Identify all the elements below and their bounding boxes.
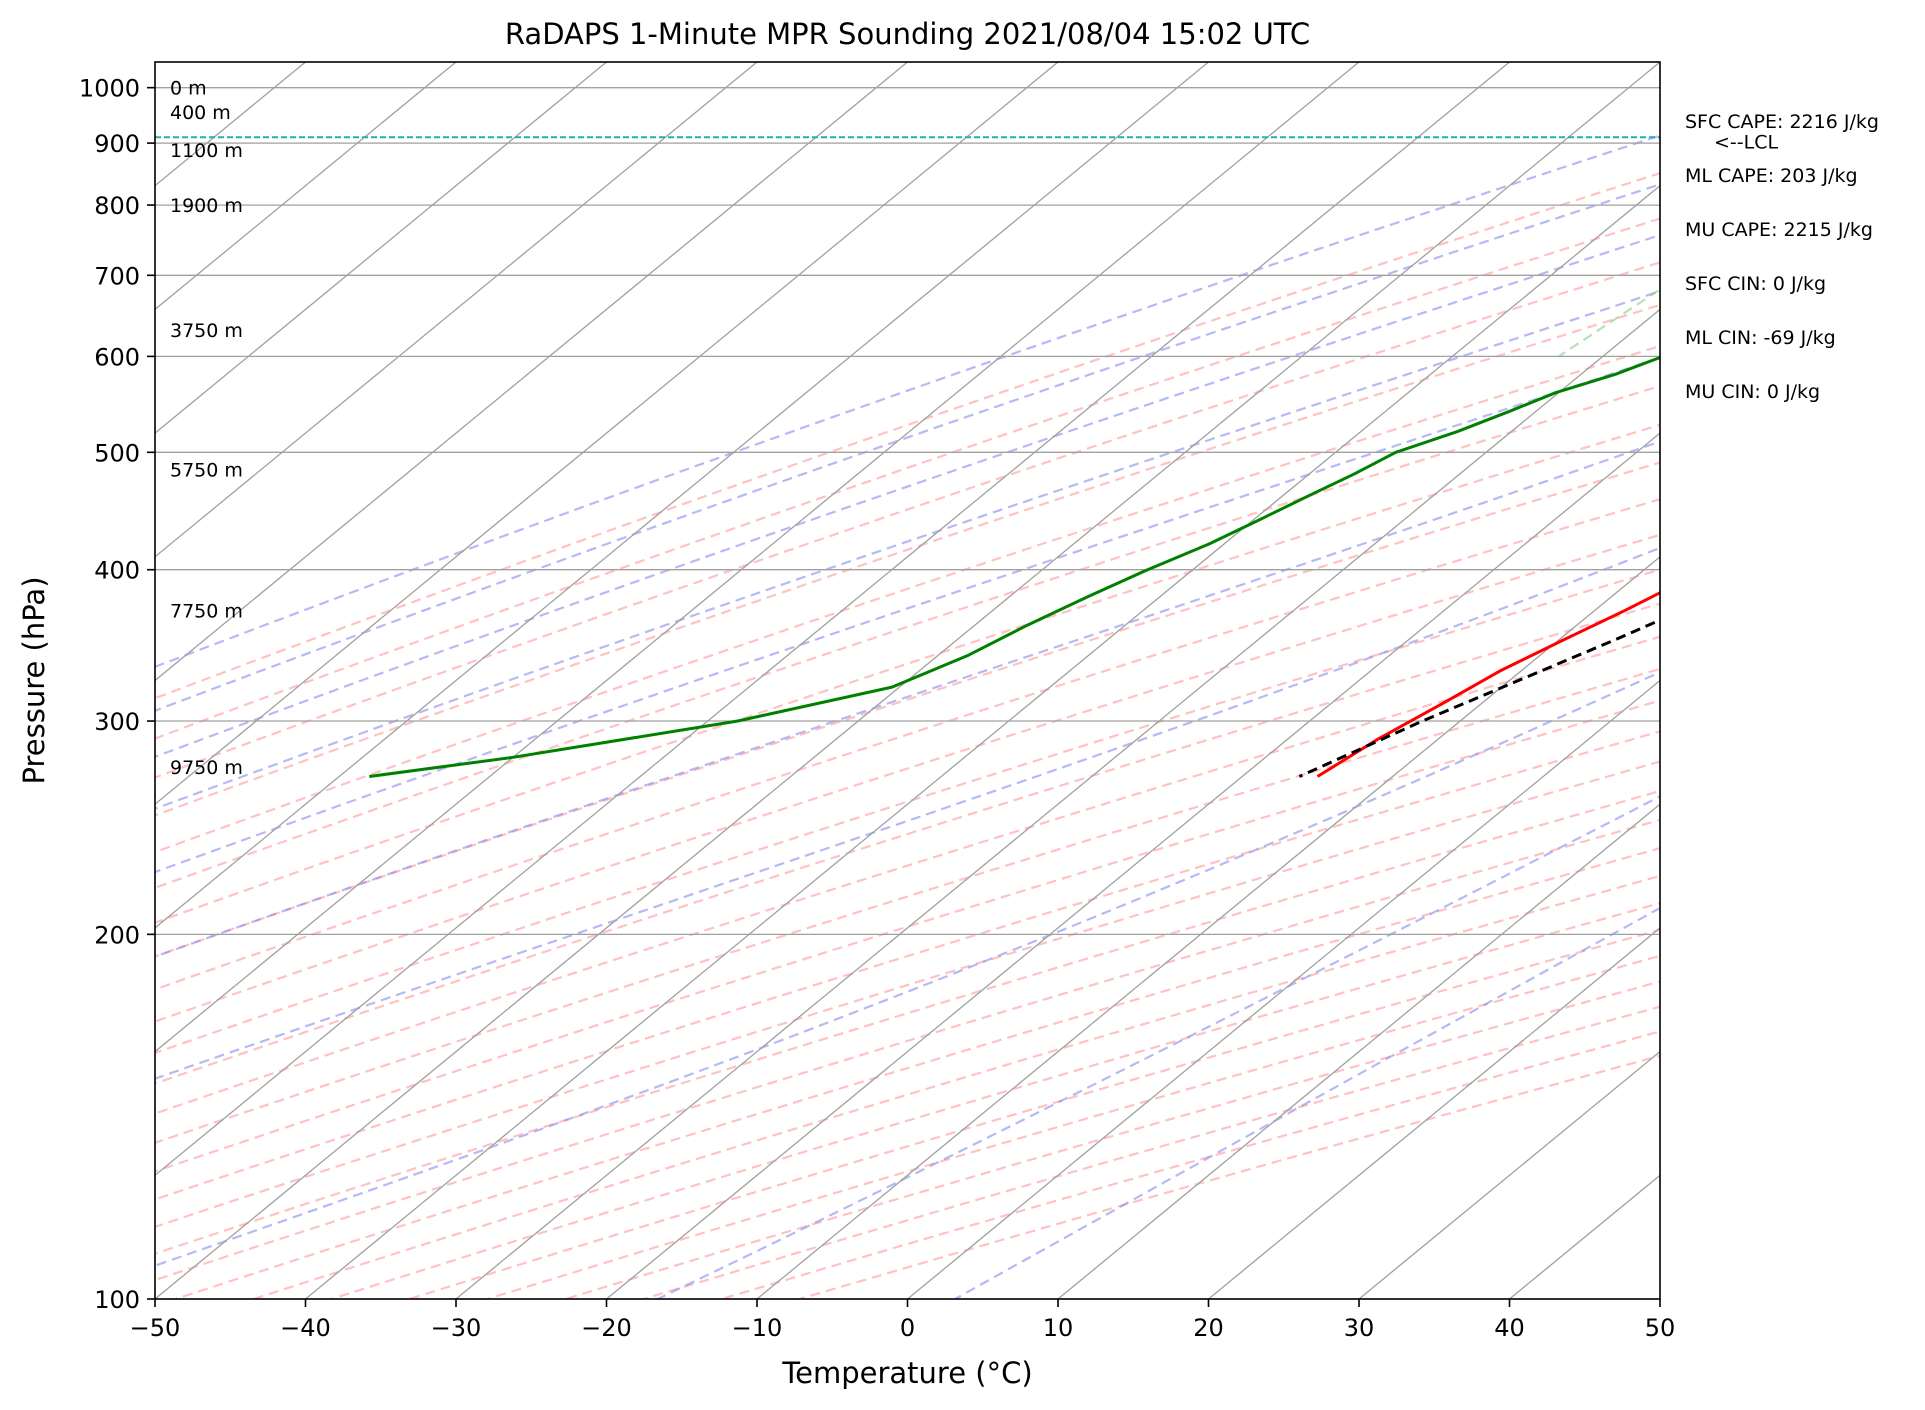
height-label: 1100 m	[170, 140, 243, 162]
y-tick-label: 100	[94, 1286, 140, 1314]
dry-adiabat	[0, 62, 1925, 1299]
y-axis-label: Pressure (hPa)	[17, 576, 51, 784]
stability-annotation: ML CIN: -69 J/kg	[1685, 327, 1836, 349]
dry-adiabat	[0, 62, 1925, 1299]
isotherm	[1359, 62, 1925, 1299]
dry-adiabat	[0, 62, 1925, 1299]
x-tick-label: 30	[1344, 1314, 1375, 1342]
moist-adiabat	[0, 62, 1925, 1299]
y-tick-label: 700	[94, 262, 140, 290]
mixing-ratio-line	[1707, 62, 1925, 356]
isotherm	[1510, 62, 1925, 1299]
x-tick-label: 10	[1043, 1314, 1074, 1342]
x-axis-label: Temperature (°C)	[781, 1356, 1032, 1390]
mixing-ratio-line	[1829, 62, 1925, 356]
stability-annotation: MU CIN: 0 J/kg	[1685, 381, 1820, 403]
x-tick-label: 20	[1193, 1314, 1224, 1342]
dry-adiabat	[0, 62, 1925, 1299]
stability-annotation: SFC CIN: 0 J/kg	[1685, 273, 1826, 295]
dry-adiabat	[0, 62, 1925, 1299]
stability-annotation: SFC CAPE: 2216 J/kg	[1685, 111, 1879, 133]
x-tick-label: −50	[130, 1314, 181, 1342]
height-label: 0 m	[170, 78, 207, 100]
y-tick-label: 1000	[79, 75, 140, 103]
dry-adiabat	[0, 62, 1925, 1299]
dry-adiabat	[0, 62, 1925, 1299]
height-label: 400 m	[170, 102, 231, 124]
dry-adiabat	[0, 62, 1925, 1299]
moist-adiabat	[59, 62, 1925, 1299]
x-tick-label: −20	[581, 1314, 632, 1342]
x-tick-label: 50	[1645, 1314, 1676, 1342]
isotherm	[0, 62, 607, 1299]
dewpoint-line	[369, 90, 1925, 776]
isotherm	[0, 62, 908, 1299]
y-tick-label: 900	[94, 130, 140, 158]
dry-adiabat	[331, 62, 1925, 1299]
isotherm	[757, 62, 1925, 1299]
dry-adiabat	[0, 62, 1925, 1299]
height-label: 9750 m	[170, 757, 243, 779]
x-tick-label: −30	[431, 1314, 482, 1342]
isotherm	[607, 62, 1925, 1299]
dry-adiabat	[97, 62, 1925, 1299]
dry-adiabat	[0, 62, 1925, 1299]
parcel-profile-line	[1299, 90, 1925, 776]
stability-annotation: MU CAPE: 2215 J/kg	[1685, 219, 1873, 241]
stability-annotation: ML CAPE: 203 J/kg	[1685, 165, 1858, 187]
y-tick-label: 200	[94, 921, 140, 949]
dry-adiabat	[0, 62, 1925, 1299]
dry-adiabat	[253, 62, 1925, 1299]
y-tick-label: 600	[94, 343, 140, 371]
dry-adiabat	[0, 62, 1925, 1299]
moist-adiabat	[658, 62, 1925, 1299]
y-tick-label: 300	[94, 708, 140, 736]
moist-adiabat	[0, 62, 1925, 1299]
height-label: 1900 m	[170, 195, 243, 217]
isotherm	[0, 62, 1209, 1299]
moist-adiabat	[0, 62, 1925, 1299]
dry-adiabat	[0, 62, 1925, 1299]
dry-adiabat	[565, 62, 1925, 1299]
moist-adiabat	[0, 62, 1925, 1299]
x-tick-label: 0	[900, 1314, 915, 1342]
x-tick-label: −40	[280, 1314, 331, 1342]
dry-adiabat	[175, 62, 1925, 1299]
isotherm	[1660, 62, 1925, 1299]
temperature-line	[1318, 90, 1925, 776]
y-tick-label: 400	[94, 557, 140, 585]
isotherm	[0, 62, 757, 1299]
dry-adiabat	[487, 62, 1925, 1299]
chart-title: RaDAPS 1-Minute MPR Sounding 2021/08/04 …	[505, 17, 1310, 51]
moist-adiabat	[0, 62, 1925, 1299]
isotherm	[908, 62, 1925, 1299]
height-label: 3750 m	[170, 320, 243, 342]
y-tick-label: 500	[94, 439, 140, 467]
height-label: 5750 m	[170, 459, 243, 481]
dry-adiabat	[0, 62, 1925, 1299]
mixing-ratio-line	[1559, 62, 1925, 356]
isotherm	[0, 62, 456, 1299]
moist-adiabat	[0, 62, 1925, 1299]
dry-adiabat	[0, 62, 1925, 1299]
dry-adiabat	[0, 62, 1925, 1299]
y-tick-label: 800	[94, 192, 140, 220]
lcl-label: <--LCL	[1714, 131, 1778, 153]
height-label: 7750 m	[170, 601, 243, 623]
x-tick-label: −10	[732, 1314, 783, 1342]
x-tick-label: 40	[1494, 1314, 1525, 1342]
moist-adiabat	[0, 62, 1886, 1299]
dry-adiabat	[0, 62, 1925, 1299]
